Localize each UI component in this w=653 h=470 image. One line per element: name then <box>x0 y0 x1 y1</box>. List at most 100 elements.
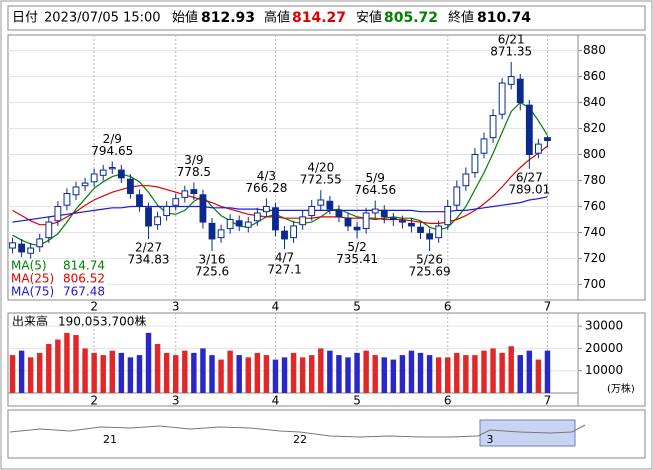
annotation-date: 5/26 <box>416 253 443 267</box>
volume-unit: (万株) <box>607 382 635 395</box>
volume-bar <box>454 352 460 393</box>
candle-body <box>126 178 134 194</box>
volume-bar <box>490 348 496 393</box>
volume-bar <box>408 350 415 393</box>
open-value: 812.93 <box>201 10 255 26</box>
candle-body <box>181 190 189 198</box>
volume-bar <box>526 350 533 393</box>
annotation-date: 2/27 <box>135 241 162 255</box>
candle-body <box>199 194 207 223</box>
annotation-value: 871.35 <box>490 44 532 58</box>
x-tick-label: 7 <box>544 300 552 314</box>
candle-body <box>226 218 234 230</box>
volume-bar <box>517 355 523 393</box>
volume-bar <box>100 355 106 393</box>
candle-body <box>480 138 488 154</box>
volume-bar <box>154 343 161 393</box>
date-label: 日付 <box>12 11 38 26</box>
candle-body <box>299 216 307 226</box>
volume-bar <box>390 359 397 393</box>
candle-body <box>408 222 415 227</box>
annotation-value: 727.1 <box>267 263 301 277</box>
candle-body <box>172 198 180 206</box>
legend-name: MA(5) <box>11 259 47 273</box>
candle-body <box>398 220 406 223</box>
ma-line <box>12 145 548 226</box>
y-tick-label: 700 <box>583 277 606 291</box>
volume-bar <box>435 357 442 393</box>
volume-bar <box>218 359 224 393</box>
annotation-value: 734.83 <box>128 253 170 267</box>
candle-body <box>317 199 325 206</box>
candle-body <box>136 194 143 207</box>
annotation-value: 772.55 <box>300 173 342 187</box>
volume-label: 出来高 <box>12 314 48 329</box>
volume-bar <box>535 359 542 393</box>
candle-body <box>72 186 80 196</box>
volume-bar <box>200 348 206 393</box>
navigator-label: 22 <box>293 433 307 446</box>
volume-bar <box>82 348 88 393</box>
volume-bar <box>18 350 25 393</box>
volume-bar <box>127 357 134 393</box>
navigator-label: 3 <box>487 433 494 446</box>
close-label: 終値 <box>448 10 474 26</box>
candle-body <box>262 205 270 213</box>
high-label: 高値 <box>264 10 290 26</box>
candle-body <box>435 225 443 239</box>
volume-bar <box>263 355 270 393</box>
volume-bar <box>499 352 505 393</box>
low-label: 安値 <box>356 10 382 26</box>
y-tick-label: 840 <box>583 95 606 109</box>
annotation-date: 2/9 <box>103 132 122 146</box>
high-value: 814.27 <box>292 10 346 26</box>
volume-bar <box>336 355 342 393</box>
date: 2023/07/05 15:00 <box>44 11 161 26</box>
annotation-date: 6/21 <box>498 32 525 46</box>
x-tick-label: 6 <box>444 300 452 314</box>
volume-bar <box>163 352 170 393</box>
legend-name: MA(75) <box>11 285 54 299</box>
volume-bar <box>417 352 424 393</box>
candle-body <box>190 189 198 194</box>
volume-tick-label: 30000 <box>585 319 623 333</box>
annotation-value: 725.69 <box>409 265 451 279</box>
y-tick-label: 860 <box>583 69 606 83</box>
volume-bar <box>299 357 306 393</box>
candle-body <box>489 115 497 139</box>
volume-bar <box>544 350 551 393</box>
y-tick-label: 720 <box>583 251 606 265</box>
candle-body <box>244 221 252 228</box>
annotation-date: 4/20 <box>307 161 334 175</box>
annotation-value: 794.65 <box>91 144 133 158</box>
volume-bar <box>372 355 378 393</box>
candle-body <box>308 205 316 217</box>
candle-body <box>145 207 152 227</box>
volume-bar <box>73 335 79 393</box>
candle-body <box>525 104 533 156</box>
x-tick-label: 5 <box>353 300 361 314</box>
annotation-value: 735.41 <box>336 252 378 266</box>
volume-bar <box>182 350 188 393</box>
annotation-value: 766.28 <box>245 181 287 195</box>
volume-bar <box>399 355 406 393</box>
y-tick-label: 760 <box>583 199 606 213</box>
candle-body <box>344 217 352 227</box>
volume-bar <box>209 355 215 393</box>
volume-bar <box>227 350 233 393</box>
volume-bar <box>27 357 34 393</box>
candle-body <box>544 137 551 142</box>
x-tick-label: 6 <box>444 394 452 408</box>
volume-bar <box>109 350 115 393</box>
candle-body <box>444 205 452 226</box>
volume-bar <box>46 343 52 393</box>
volume-bar <box>281 357 288 393</box>
volume-bar <box>245 357 251 393</box>
legend-value: 767.48 <box>63 285 105 299</box>
price-panel <box>7 34 646 301</box>
header-box <box>7 5 646 31</box>
x-tick-label: 7 <box>544 394 552 408</box>
x-tick-label: 2 <box>90 394 98 408</box>
candle-body <box>380 209 388 218</box>
